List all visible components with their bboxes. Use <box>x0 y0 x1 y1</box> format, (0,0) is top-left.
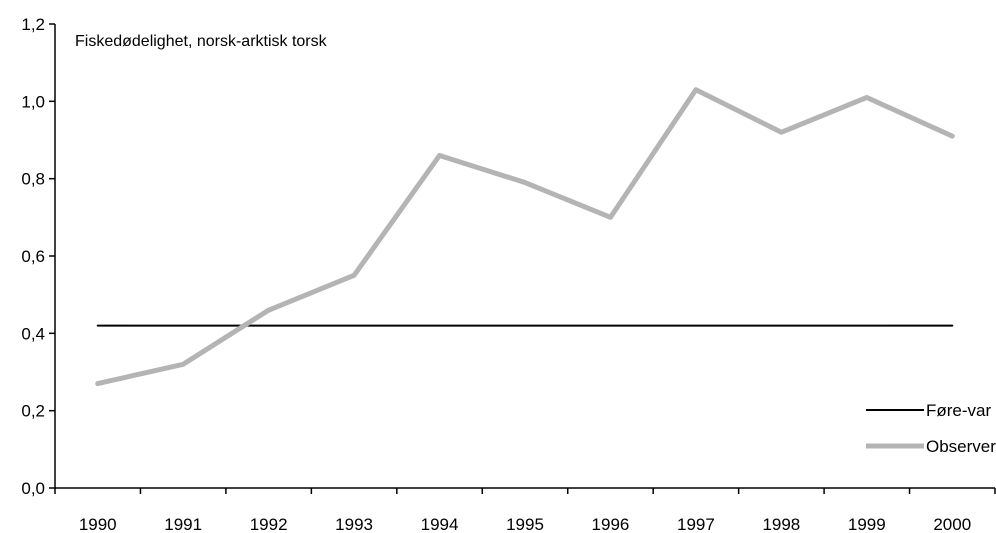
x-tick-label: 1995 <box>506 515 544 533</box>
y-tick-label: 0,6 <box>21 247 45 266</box>
y-tick-label: 1,2 <box>21 15 45 34</box>
x-tick-label: 1999 <box>848 515 886 533</box>
x-tick-label: 2000 <box>933 515 971 533</box>
x-tick-label: 1996 <box>592 515 630 533</box>
legend-label: Føre-var <box>926 401 992 420</box>
x-tick-label: 1991 <box>164 515 202 533</box>
chart-title: Fiskedødelighet, norsk-arktisk torsk <box>75 33 328 50</box>
x-tick-label: 1993 <box>335 515 373 533</box>
legend-label: Observert <box>926 437 996 456</box>
x-tick-label: 1994 <box>421 515 459 533</box>
x-tick-label: 1997 <box>677 515 715 533</box>
y-tick-label: 0,4 <box>21 324 45 343</box>
y-axis: 0,0 0,2 0,4 0,6 0,8 1,0 1,2 <box>21 15 56 498</box>
x-tick-label: 1990 <box>79 515 117 533</box>
y-tick-label: 0,2 <box>21 402 45 421</box>
series-line-observert <box>95 87 955 387</box>
series-layer <box>95 87 955 387</box>
y-tick-label: 0,0 <box>21 479 45 498</box>
x-axis: 1990 1991 1992 1993 1994 1995 1996 1997 1998 1999… <box>54 487 996 533</box>
legend: Føre-var Observert <box>866 401 996 456</box>
y-tick-label: 1,0 <box>21 92 45 111</box>
x-tick-label: 1998 <box>762 515 800 533</box>
x-tick-label: 1992 <box>250 515 288 533</box>
y-tick-label: 0,8 <box>21 170 45 189</box>
